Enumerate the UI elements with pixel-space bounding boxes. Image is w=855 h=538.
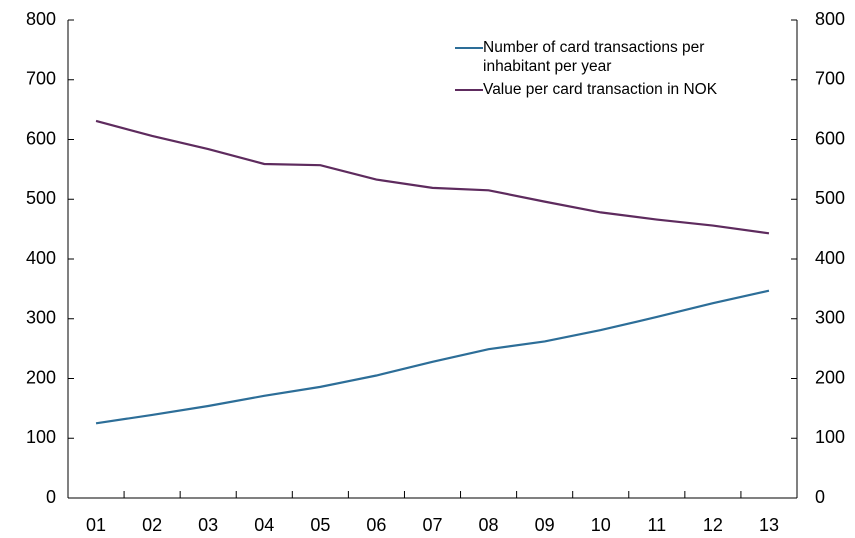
- y-tick-label: 200: [26, 367, 56, 387]
- y2-tick-label: 500: [815, 188, 845, 208]
- y2-tick-label: 400: [815, 248, 845, 268]
- y-tick-label: 600: [26, 128, 56, 148]
- x-tick-label: 04: [254, 515, 274, 535]
- x-tick-label: 12: [703, 515, 723, 535]
- y2-tick-label: 300: [815, 308, 845, 328]
- series-line: [95, 289, 770, 425]
- legend-item: Value per card transaction in NOK: [455, 80, 755, 99]
- y2-tick-label: 100: [815, 427, 845, 447]
- legend-label: Number of card transactions per inhabita…: [483, 39, 705, 75]
- y2-tick-label: 800: [815, 9, 845, 29]
- x-tick-label: 08: [479, 515, 499, 535]
- legend-swatch: [455, 47, 483, 49]
- x-tick-label: 06: [366, 515, 386, 535]
- x-tick-label: 01: [86, 515, 106, 535]
- y2-tick-label: 0: [815, 487, 825, 507]
- legend-label: Value per card transaction in NOK: [483, 81, 718, 98]
- x-tick-label: 10: [591, 515, 611, 535]
- y-tick-label: 100: [26, 427, 56, 447]
- y-tick-label: 700: [26, 69, 56, 89]
- x-tick-label: 03: [198, 515, 218, 535]
- legend-item: Number of card transactions per inhabita…: [455, 38, 755, 76]
- y-tick-label: 300: [26, 308, 56, 328]
- y-tick-label: 800: [26, 9, 56, 29]
- x-tick-label: 13: [759, 515, 779, 535]
- y2-tick-label: 600: [815, 128, 845, 148]
- x-tick-label: 05: [310, 515, 330, 535]
- x-tick-label: 09: [535, 515, 555, 535]
- y2-tick-label: 200: [815, 367, 845, 387]
- series-line: [95, 119, 770, 235]
- y-tick-label: 500: [26, 188, 56, 208]
- x-tick-label: 02: [142, 515, 162, 535]
- x-tick-label: 07: [422, 515, 442, 535]
- y-tick-label: 0: [46, 487, 56, 507]
- y-tick-label: 400: [26, 248, 56, 268]
- legend: Number of card transactions per inhabita…: [455, 38, 755, 103]
- y2-tick-label: 700: [815, 69, 845, 89]
- x-tick-label: 11: [647, 515, 666, 535]
- legend-swatch: [455, 89, 483, 91]
